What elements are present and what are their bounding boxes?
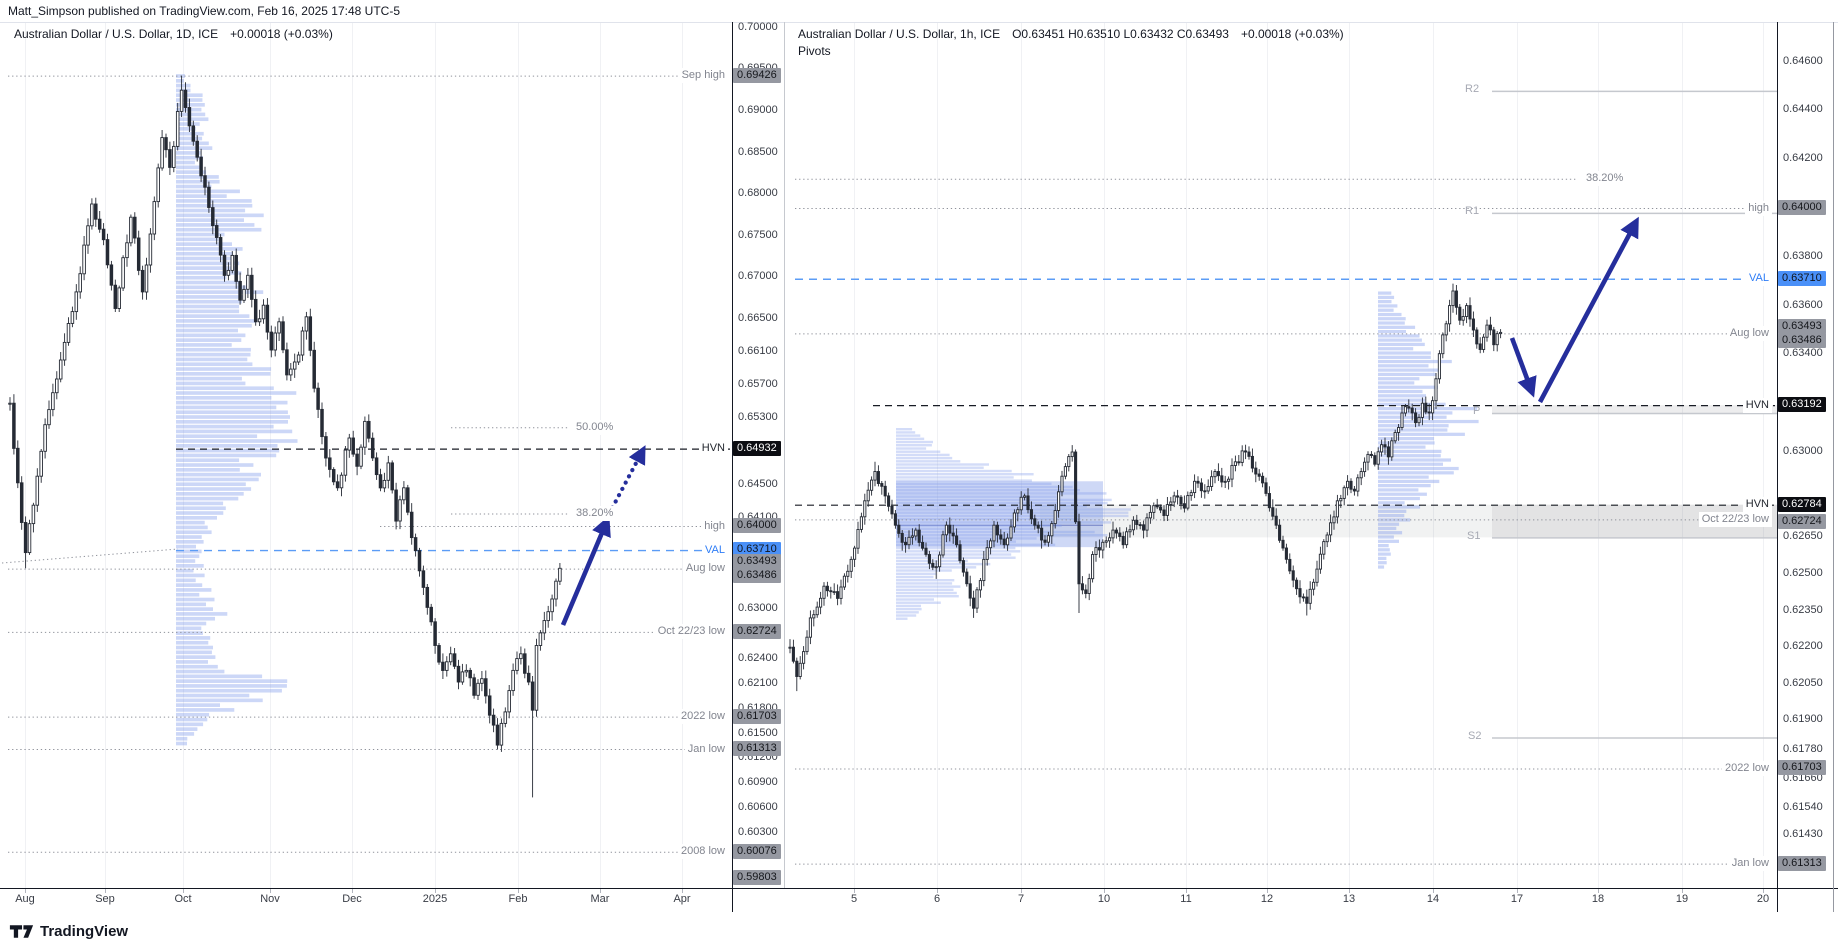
time-axis[interactable] — [0, 889, 1838, 913]
level-lines — [1, 75, 1777, 865]
left-symbol-title: Australian Dollar / U.S. Dollar, 1D, ICE — [14, 27, 219, 41]
right-symbol-title: Australian Dollar / U.S. Dollar, 1h, ICE — [798, 27, 1001, 41]
right-ohlc-values: O0.63451 H0.63510 L0.63432 C0.63493 — [1012, 27, 1229, 41]
attribution-text: Matt_Simpson published on TradingView.co… — [8, 4, 401, 18]
right-chart-pane[interactable] — [784, 22, 1777, 888]
right-change-value: +0.00018 (+0.03%) — [1240, 27, 1344, 41]
gridlines — [25, 22, 1764, 888]
left-change-value: +0.00018 (+0.03%) — [230, 27, 333, 41]
annotation-arrows[interactable] — [560, 216, 1639, 626]
tradingview-logo-icon — [9, 925, 34, 938]
left-chart-title: Australian Dollar / U.S. Dollar, 1D, ICE… — [14, 27, 345, 41]
volume-profiles — [176, 74, 1479, 746]
tradingview-logo[interactable]: TradingView — [9, 923, 128, 940]
right-price-axis[interactable] — [1778, 22, 1834, 888]
candlestick-series — [8, 75, 1503, 798]
left-chart-pane[interactable] — [8, 22, 732, 888]
right-indicator-label: Pivots — [798, 44, 831, 58]
tradingview-logo-text: TradingView — [40, 923, 129, 940]
right-chart-title: Australian Dollar / U.S. Dollar, 1h, ICE… — [798, 27, 1356, 41]
left-price-axis[interactable] — [733, 22, 784, 888]
axis-borders — [0, 22, 1838, 912]
